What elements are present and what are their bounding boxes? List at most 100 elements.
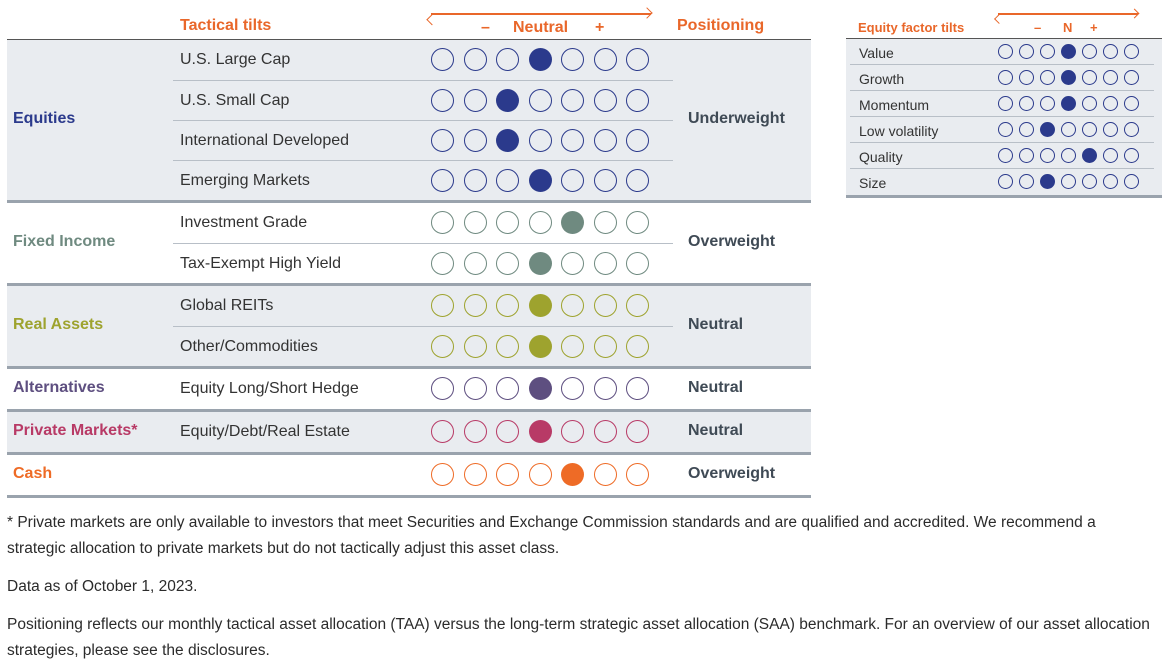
factor-row: Value	[850, 39, 1154, 65]
tilt-scale	[431, 463, 659, 486]
asset-group: Real Assets Neutral Global REITs Other/Comm…	[7, 286, 811, 369]
tilt-dot-selected	[528, 252, 552, 275]
sub-asset-label: Equity/Debt/Real Estate	[180, 423, 350, 440]
factor-dot-selected	[1040, 174, 1055, 189]
tilt-dot	[626, 211, 649, 234]
factor-dot	[1103, 148, 1118, 163]
tilt-dot	[496, 377, 519, 400]
tilt-dot	[528, 129, 552, 152]
factor-dot	[1124, 70, 1139, 85]
factor-plus-label: +	[1090, 20, 1098, 35]
factor-scale	[998, 70, 1145, 85]
tilt-dot	[593, 169, 617, 192]
tilt-scale	[431, 294, 659, 317]
data-date-note: Data as of October 1, 2023.	[7, 578, 198, 595]
factor-dot	[998, 70, 1013, 85]
asset-group-name: Real Assets	[13, 316, 104, 333]
tilt-scale	[431, 89, 659, 112]
tilt-dot	[593, 463, 617, 486]
tilt-dot	[463, 129, 487, 152]
tilt-dot-selected	[528, 335, 552, 358]
factor-dot	[1103, 70, 1118, 85]
factor-dot-selected	[1082, 148, 1097, 163]
asset-group-name: Alternatives	[13, 379, 105, 396]
sub-asset-label: Tax-Exempt High Yield	[180, 255, 341, 272]
sub-asset-label: U.S. Large Cap	[180, 51, 291, 68]
factor-neutral-label: N	[1063, 20, 1073, 35]
factor-dot	[1040, 70, 1055, 85]
tilt-dot	[496, 294, 519, 317]
tilt-dot-selected	[528, 377, 552, 400]
tilt-dot	[496, 420, 519, 443]
tilt-dot	[626, 335, 649, 358]
tilt-dot	[561, 169, 584, 192]
factor-dot	[1124, 44, 1139, 59]
tilt-dot	[626, 252, 649, 275]
positioning-value: Overweight	[688, 233, 776, 250]
sub-asset-label: Emerging Markets	[180, 172, 310, 189]
factor-dot	[1019, 148, 1034, 163]
tilt-dot	[431, 463, 454, 486]
tilt-dot	[593, 89, 617, 112]
factor-dot	[1019, 122, 1034, 137]
tilt-dot	[593, 335, 617, 358]
asset-group: Fixed Income Overweight Investment Grade Ta…	[7, 203, 811, 286]
asset-group-name: Fixed Income	[13, 233, 116, 250]
positioning-value: Overweight	[688, 465, 776, 482]
factor-label: Low volatility	[859, 123, 939, 139]
factor-label: Value	[859, 45, 894, 61]
tilt-dot	[593, 377, 617, 400]
tilt-dot-selected	[528, 169, 552, 192]
factor-scale	[998, 44, 1145, 59]
tilt-dot	[431, 252, 454, 275]
tilt-row	[7, 455, 811, 495]
tilt-dot	[463, 335, 487, 358]
tilt-dot	[463, 89, 487, 112]
tilt-dot-selected	[496, 89, 519, 112]
factor-dot	[1124, 122, 1139, 137]
positioning-value: Underweight	[688, 110, 785, 127]
tilt-dot	[593, 420, 617, 443]
factor-dot	[1019, 96, 1034, 111]
tilt-scale	[431, 129, 659, 152]
tilt-dot	[561, 377, 584, 400]
factor-dot	[1040, 44, 1055, 59]
sub-asset-label: Investment Grade	[180, 214, 308, 231]
tilt-scale	[431, 211, 659, 234]
factor-dot	[1040, 96, 1055, 111]
factor-label: Momentum	[859, 97, 930, 113]
footnotes: * Private markets are only available to …	[7, 510, 1157, 668]
tilt-dot	[463, 420, 487, 443]
tilt-row: Emerging Markets	[173, 160, 673, 200]
tilt-scale	[431, 420, 659, 443]
tilt-scale	[431, 335, 659, 358]
tilt-row: Other/Commodities	[173, 326, 673, 366]
factor-dot	[1082, 122, 1097, 137]
factor-dot	[1019, 70, 1034, 85]
tilt-scale	[431, 48, 659, 71]
factor-dot	[998, 174, 1013, 189]
tilt-dot	[593, 129, 617, 152]
factor-scale	[998, 96, 1145, 111]
factor-label: Size	[859, 175, 887, 191]
tilt-dot	[528, 463, 552, 486]
tilt-dot	[496, 169, 519, 192]
tilt-row: Equity Long/Short Hedge	[7, 369, 811, 409]
tilt-dot	[431, 294, 454, 317]
factor-scale	[998, 148, 1145, 163]
tilt-scale	[431, 377, 659, 400]
tilt-dot	[496, 335, 519, 358]
asset-group-name: Equities	[13, 110, 76, 127]
sub-asset-label: Equity Long/Short Hedge	[180, 380, 359, 397]
tilt-dot	[561, 89, 584, 112]
factor-row: Growth	[850, 65, 1154, 91]
tilt-row: International Developed	[173, 120, 673, 160]
factor-dot	[1103, 122, 1118, 137]
scale-header: – Neutral +	[431, 8, 651, 40]
positioning-note: Positioning reflects our monthly tactica…	[7, 616, 1150, 659]
tilt-dot-selected	[528, 48, 552, 71]
tactical-tilts-heading: Tactical tilts	[180, 17, 272, 34]
positioning-value: Neutral	[688, 379, 744, 396]
scale-plus-label: +	[595, 19, 605, 36]
asset-group: Equities Underweight U.S. Large Cap U.S. Sm…	[7, 40, 811, 203]
